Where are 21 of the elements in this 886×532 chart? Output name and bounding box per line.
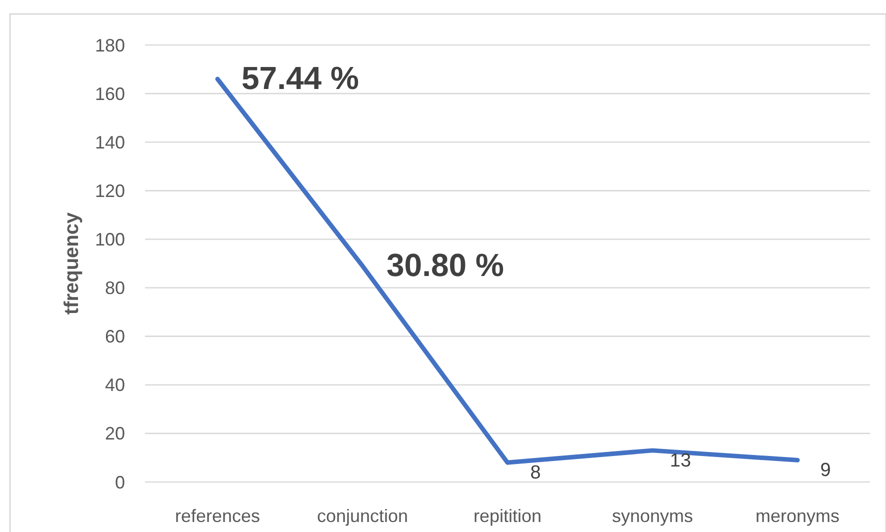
y-tick-label: 160	[94, 84, 125, 104]
y-tick-label: 140	[94, 132, 125, 152]
y-tick-label: 0	[114, 472, 125, 492]
x-tick-label: references	[174, 506, 260, 526]
x-tick-label: meronyms	[755, 506, 840, 526]
annotation: 30.80 %	[386, 246, 504, 283]
data-label: 13	[670, 450, 692, 472]
y-tick-label: 60	[104, 326, 125, 347]
x-tick-label: repitition	[473, 506, 542, 526]
y-tick-label: 80	[104, 278, 125, 298]
data-label: 9	[820, 460, 831, 482]
x-tick-label: conjunction	[316, 506, 408, 526]
y-tick-label: 20	[104, 424, 125, 444]
data-label: 8	[530, 462, 541, 484]
y-tick-label: 40	[104, 375, 125, 396]
y-tick-label: 120	[94, 180, 125, 201]
annotation: 57.44 %	[242, 60, 359, 96]
y-axis-title: tfrequency	[61, 212, 83, 315]
y-tick-label: 180	[94, 35, 125, 56]
x-tick-label: synonyms	[612, 506, 694, 526]
y-tick-label: 100	[94, 230, 125, 250]
